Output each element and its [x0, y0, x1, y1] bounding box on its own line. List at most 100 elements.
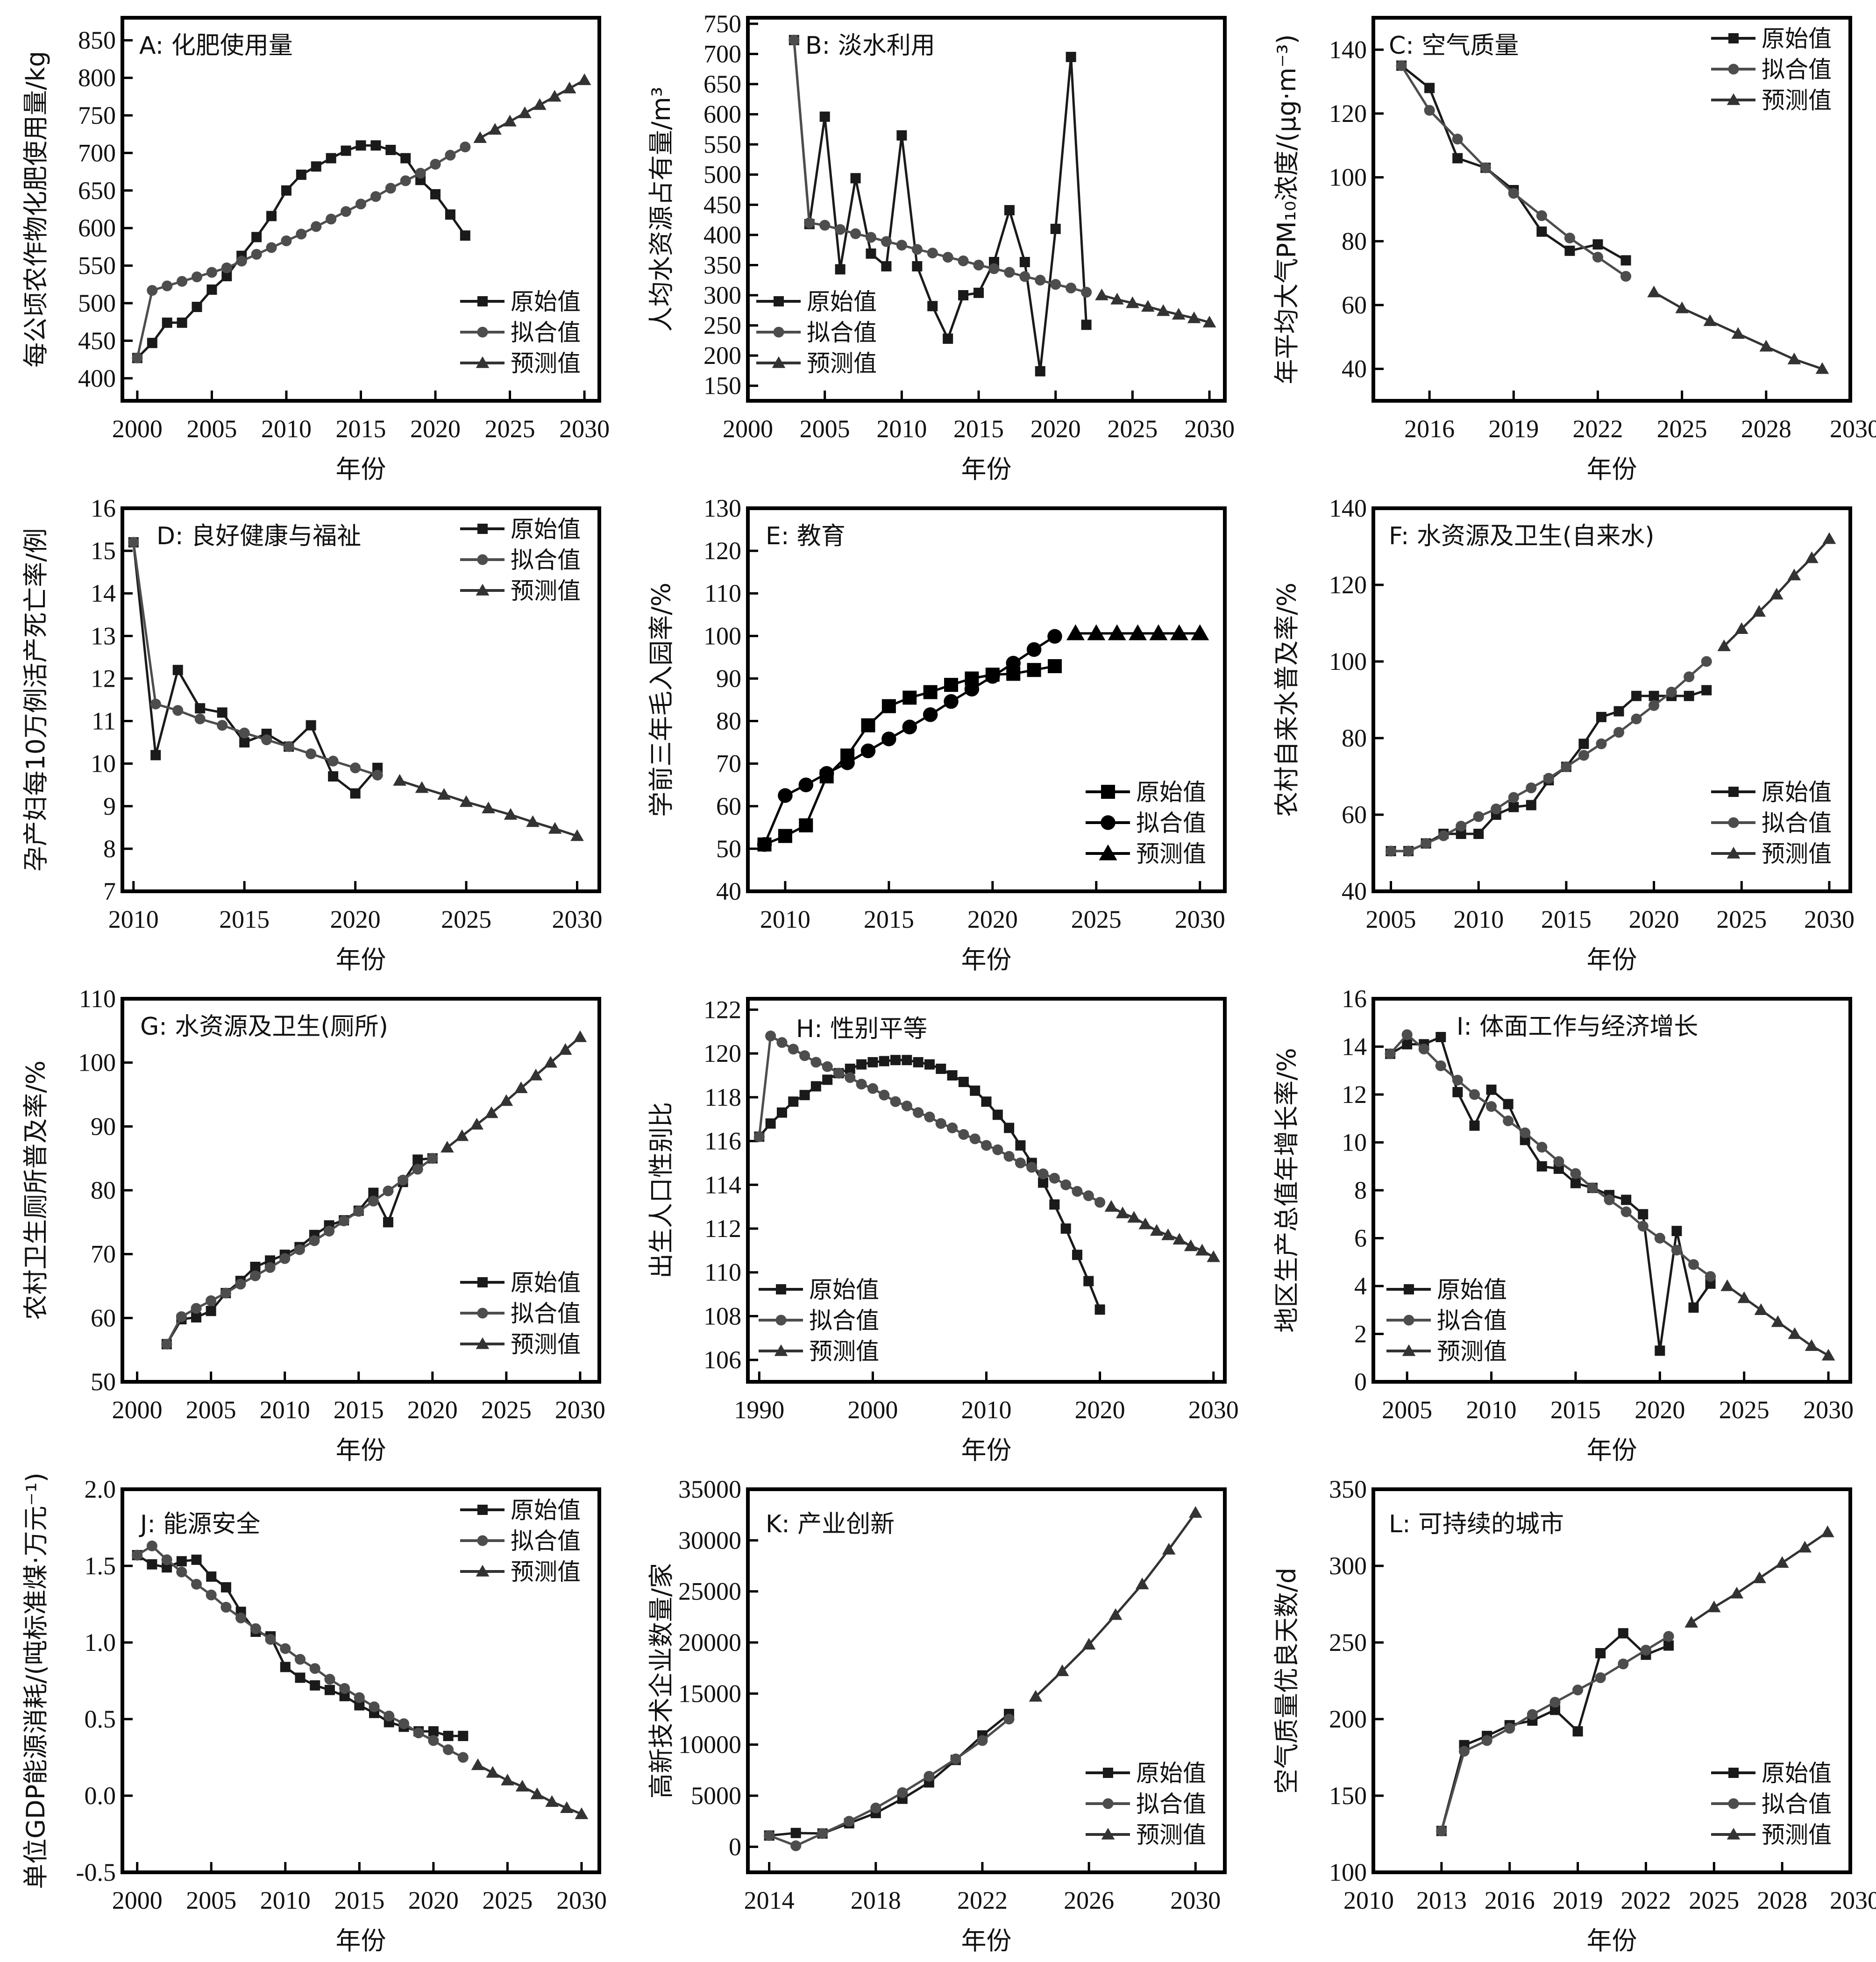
x-tick-label: 2005 — [1382, 1396, 1432, 1424]
y-tick-label: 8 — [1354, 1176, 1367, 1204]
chart-panel-l: 100 150 200 250 300 350 2010 2013 2016 2019 2022 20… — [1251, 1472, 1876, 1962]
data-point — [1688, 1259, 1699, 1270]
data-point — [486, 1766, 500, 1778]
data-point — [306, 748, 317, 760]
data-point — [1156, 304, 1170, 316]
y-tick-label: 550 — [78, 252, 116, 280]
y-tick-label: 850 — [78, 26, 116, 54]
data-point — [1049, 1199, 1060, 1210]
legend-label: 预测值 — [1136, 840, 1206, 867]
data-point — [1104, 1200, 1118, 1212]
plot-frame — [746, 16, 1227, 403]
series-line — [136, 1554, 463, 1737]
data-point — [1035, 366, 1045, 377]
y-tick-label: 7 — [103, 877, 116, 905]
series-predicted — [1717, 532, 1836, 651]
legend-label: 预测值 — [1762, 87, 1832, 114]
y-tick-label: 120 — [704, 537, 741, 565]
data-point — [1788, 1327, 1802, 1339]
x-tick-label: 2025 — [1657, 415, 1707, 443]
legend-marker — [476, 1337, 490, 1349]
data-point — [1485, 1101, 1497, 1112]
y-tick-label: 122 — [704, 995, 741, 1024]
legend-item-fitted: 拟合值 — [1086, 1791, 1206, 1818]
data-point — [819, 220, 831, 231]
y-tick-label: 100 — [704, 622, 741, 650]
data-point — [294, 1244, 305, 1255]
x-tick-label: 2005 — [186, 1396, 236, 1424]
x-tick-label: 2022 — [957, 1886, 1008, 1914]
series-predicted — [441, 1030, 587, 1153]
y-tick-label: 300 — [704, 281, 741, 309]
data-point — [1083, 1190, 1094, 1201]
legend-item-fitted: 拟合值 — [1711, 1791, 1832, 1818]
data-point — [753, 1131, 765, 1142]
series-line — [1389, 1036, 1712, 1352]
x-tick-label: 2030 — [559, 415, 610, 443]
legend-item-fitted: 拟合值 — [460, 547, 581, 574]
data-point — [1731, 327, 1745, 339]
x-axis-label: 年份 — [336, 1926, 386, 1955]
legend-item-original: 原始值 — [759, 1276, 879, 1303]
x-tick-label: 2010 — [760, 905, 810, 933]
x-tick-label: 2020 — [1075, 1396, 1125, 1424]
legend-marker — [477, 1308, 488, 1319]
chart-svg-e: 40 50 60 70 80 90 100 110 120 130 2010 2015 2020 2025… — [647, 494, 1227, 974]
data-point — [1549, 1697, 1561, 1708]
legend-label: 预测值 — [1437, 1338, 1507, 1365]
series-fitted — [753, 1031, 1106, 1208]
data-point — [1081, 287, 1092, 298]
series-predicted — [473, 73, 591, 143]
y-tick-label: 200 — [704, 341, 741, 370]
data-point — [902, 690, 917, 705]
data-point — [1402, 1039, 1413, 1050]
y-tick-label: 750 — [78, 101, 116, 129]
y-tick-label: 400 — [78, 364, 116, 392]
data-point — [1771, 1315, 1785, 1327]
data-point — [350, 788, 361, 799]
legend-item-original: 原始值 — [460, 1269, 581, 1296]
data-point — [533, 98, 547, 110]
legend-marker — [1728, 1798, 1739, 1809]
data-point — [1452, 153, 1463, 164]
y-tick-label: 500 — [78, 289, 116, 317]
y-tick-label: 6 — [1354, 1224, 1367, 1252]
panel-title: K: 产业创新 — [766, 1510, 895, 1538]
y-tick-label: 140 — [1329, 36, 1367, 64]
data-point — [239, 727, 250, 739]
data-point — [1072, 1250, 1082, 1260]
data-point — [790, 1840, 802, 1851]
y-tick-label: 0.5 — [85, 1705, 116, 1733]
data-point — [324, 1685, 335, 1695]
data-point — [191, 1578, 202, 1590]
data-point — [499, 1094, 513, 1106]
legend-item-original: 原始值 — [1711, 25, 1832, 52]
data-point — [1596, 738, 1607, 749]
data-point — [799, 1050, 810, 1061]
data-point — [1038, 1177, 1049, 1188]
y-tick-label: 1.0 — [85, 1628, 116, 1656]
legend-marker — [1403, 1315, 1414, 1326]
data-point — [194, 713, 206, 725]
series-fitted — [128, 537, 383, 781]
y-tick-label: 800 — [78, 64, 116, 92]
data-point — [1654, 1232, 1665, 1244]
series-predicted — [1029, 1506, 1202, 1702]
data-point — [1578, 750, 1589, 761]
legend-marker — [477, 296, 488, 306]
legend-marker — [476, 356, 490, 368]
x-tick-label: 2020 — [1030, 415, 1081, 443]
y-tick-label: 10 — [1342, 1129, 1367, 1157]
data-point — [1403, 846, 1414, 857]
x-axis-label: 年份 — [336, 945, 386, 974]
data-point — [765, 1031, 776, 1042]
data-point — [459, 795, 473, 807]
y-axis-label: 农村自来水普及率/% — [1272, 583, 1301, 817]
data-point — [881, 236, 892, 247]
data-point — [819, 766, 834, 781]
data-point — [1572, 1685, 1584, 1696]
data-point — [936, 1063, 946, 1074]
legend-marker — [1727, 1827, 1741, 1840]
data-point — [529, 1068, 543, 1081]
data-point — [1029, 1690, 1043, 1702]
